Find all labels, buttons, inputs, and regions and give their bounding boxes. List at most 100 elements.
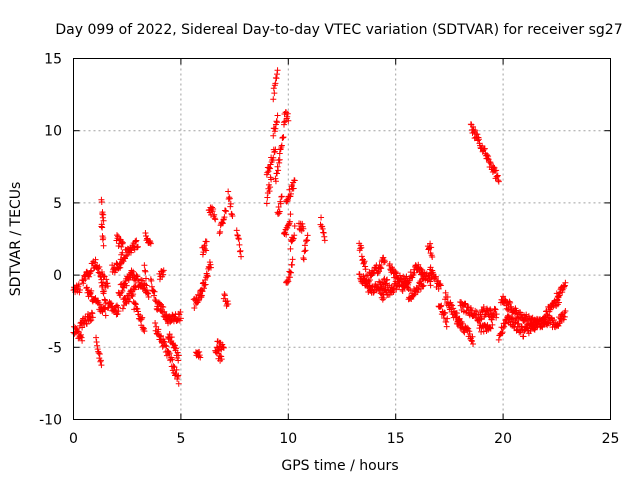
data-point [88,293,95,300]
data-point [506,298,513,305]
data-point [287,269,294,276]
data-point [168,334,175,341]
data-point [469,333,476,340]
data-point [101,288,108,295]
y-tick-labels: -10 -5 0 5 10 15 [39,52,62,429]
data-point [93,338,100,345]
data-point [276,150,283,157]
data-point [279,135,286,142]
data-point [219,219,226,226]
data-point [289,261,296,268]
data-point [103,276,110,283]
data-point [270,154,277,161]
data-point [392,269,399,276]
data-point [134,243,141,250]
data-point [104,283,111,290]
data-point [79,337,86,344]
data-point [161,338,168,345]
data-point [301,248,308,255]
data-point [380,254,387,261]
data-point [494,172,501,179]
data-point [461,329,468,336]
data-point [142,229,149,236]
data-point [89,314,96,321]
data-point [132,300,139,307]
grid-lines [73,58,611,420]
data-point [95,350,102,357]
data-point [201,281,208,288]
data-point [286,186,293,193]
y-tick-label: 5 [53,196,62,212]
data-point [429,253,436,260]
data-point [562,279,569,286]
data-point [191,304,198,311]
data-point [147,240,154,247]
data-point [419,283,426,290]
data-point [520,333,527,340]
data-point [202,246,209,252]
data-point [271,90,278,97]
data-point [219,341,226,348]
data-point [289,256,296,263]
data-point [147,239,154,246]
data-point [203,238,210,245]
data-point [98,362,105,369]
data-point [275,203,282,210]
data-point [272,175,279,182]
x-axis-label: GPS time / hours [281,458,398,474]
data-point [142,275,149,282]
data-point [358,244,365,251]
data-point [140,326,147,333]
data-point [210,206,217,213]
data-point [284,197,291,204]
data-point [468,338,475,345]
data-point [76,287,83,294]
data-point [143,282,150,289]
data-point [204,272,211,279]
data-point [152,296,159,303]
data-point [285,221,292,228]
data-point [287,245,294,252]
data-point [561,313,568,320]
data-point [556,292,563,299]
x-tick-label: 25 [602,431,620,447]
data-point [151,288,158,295]
data-point [264,194,271,201]
data-point [117,292,124,299]
data-point [278,142,285,149]
data-point [378,265,385,272]
data-point [99,209,106,216]
data-point [493,311,500,318]
data-point [236,248,243,255]
data-point [101,296,108,303]
data-point [83,320,90,327]
data-point [115,233,122,240]
data-point [427,278,434,285]
data-point [381,258,388,265]
data-point [95,265,102,272]
data-point [132,238,139,245]
data-point [443,323,450,330]
data-point [133,237,140,244]
data-point [523,311,530,318]
data-point [102,306,109,313]
data-point [145,290,152,297]
data-point [132,301,139,308]
data-point [427,240,434,247]
data-point [152,320,159,327]
data-point [201,242,208,249]
data-point [271,128,278,135]
data-point [166,350,173,357]
data-point [277,200,284,207]
x-tick-label: 15 [387,431,405,447]
data-point [171,342,178,349]
data-point [220,216,227,223]
data-point [509,315,516,322]
data-point [236,241,243,248]
data-point [376,268,383,275]
data-point [270,85,277,92]
data-point [466,328,473,335]
data-point [170,363,177,370]
data-point [270,132,277,139]
data-point [160,267,167,274]
